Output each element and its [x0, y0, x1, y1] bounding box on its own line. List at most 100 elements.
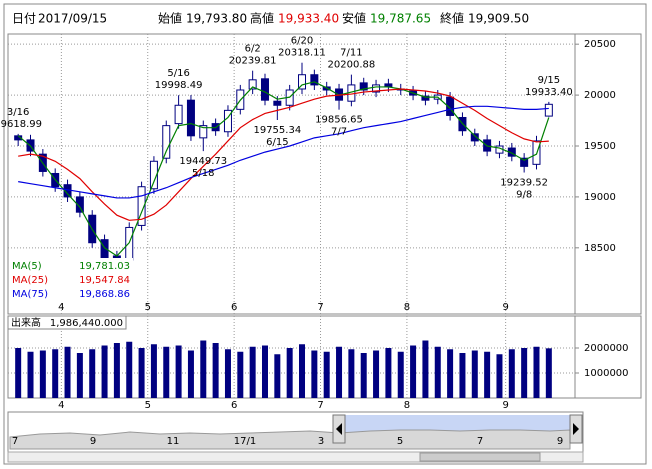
- candle-body: [421, 95, 430, 101]
- volume-bar: [299, 344, 306, 398]
- annotation-date: 9/15: [538, 75, 560, 86]
- volume-bar: [533, 346, 540, 398]
- candle-body: [446, 96, 455, 116]
- x-tick-label: 9: [502, 400, 508, 411]
- scrollbar[interactable]: [7, 451, 584, 463]
- volume-bar: [138, 348, 145, 398]
- candle-body: [310, 74, 319, 86]
- volume-bar: [163, 346, 170, 398]
- y-tick-label: 20500: [584, 39, 616, 50]
- volume-bar: [64, 346, 71, 398]
- x-tick-label: 8: [404, 400, 410, 411]
- candle-body: [470, 133, 479, 142]
- volume-bar: [27, 351, 34, 398]
- volume-bar: [126, 341, 133, 398]
- navigator-label: 9: [557, 436, 563, 447]
- volume-bar: [261, 345, 268, 398]
- y-tick-label: 2000000: [584, 343, 629, 354]
- annotation-date: 3/16: [7, 107, 29, 118]
- volume-bar: [348, 349, 355, 398]
- scroll-thumb[interactable]: [419, 452, 541, 462]
- volume-bar: [459, 353, 466, 398]
- annotation-date: 7/11: [340, 48, 362, 59]
- volume-bar: [521, 348, 528, 398]
- candle-body: [186, 99, 195, 137]
- legend-name: MA(75): [12, 289, 48, 300]
- volume-bar: [323, 351, 330, 398]
- ma-line: [18, 105, 549, 199]
- volume-bar: [150, 344, 157, 398]
- price-axis-panel: [574, 33, 642, 315]
- candle-body: [359, 82, 368, 91]
- volume-bar: [224, 349, 231, 398]
- x-tick-label: 6: [231, 302, 237, 313]
- volume-bar: [508, 349, 515, 398]
- y-tick-label: 19500: [584, 141, 616, 152]
- volume-bar: [311, 350, 318, 398]
- volume-bar: [237, 351, 244, 398]
- x-tick-label: 5: [145, 400, 151, 411]
- x-tick-label: 4: [58, 400, 64, 411]
- volume-bar: [397, 351, 404, 398]
- volume-bar: [200, 340, 207, 398]
- header-label: 日付: [12, 12, 36, 26]
- volume-axis-panel: [574, 315, 642, 399]
- volume-label: 出来高: [11, 316, 41, 329]
- volume-bar: [373, 350, 380, 398]
- volume-bar: [187, 350, 194, 398]
- header-value: 19,787.65: [370, 12, 431, 26]
- header-label: 高値: [250, 11, 274, 26]
- candle-body: [149, 160, 158, 190]
- volume-bar: [447, 349, 454, 398]
- annotation-value: 19449.73: [179, 156, 227, 167]
- navigator-label: 7: [477, 436, 483, 447]
- candle-body: [137, 186, 146, 226]
- volume-bar: [422, 340, 429, 398]
- header-value: 2017/09/15: [38, 12, 107, 26]
- candle-body: [248, 79, 257, 90]
- x-tick-label: 5: [145, 302, 151, 313]
- volume-bar: [175, 345, 182, 398]
- volume-bar: [434, 346, 441, 398]
- arrow-left: [336, 423, 342, 435]
- x-tick-label: 7: [317, 400, 323, 411]
- x-tick-label: 6: [231, 400, 237, 411]
- volume-bar: [113, 343, 120, 398]
- x-tick-label: 4: [58, 302, 64, 313]
- annotation-date: 7/7: [331, 127, 347, 138]
- annotation-value: 19239.52: [500, 178, 548, 189]
- volume-bar: [52, 349, 59, 398]
- legend-value: 19,868.86: [79, 289, 130, 300]
- navigator-label: 9: [90, 436, 96, 447]
- arrow-right: [573, 423, 579, 435]
- volume-bar: [274, 354, 281, 398]
- candle-body: [298, 74, 307, 90]
- candle-body: [162, 125, 171, 159]
- annotation-value: 19755.34: [253, 125, 301, 136]
- legend-name: MA(25): [12, 275, 48, 286]
- candle-body: [125, 226, 134, 261]
- volume-bar: [286, 348, 293, 398]
- volume-bar: [89, 349, 96, 398]
- y-tick-label: 18500: [584, 243, 616, 254]
- candle-body: [260, 78, 269, 101]
- candle-body: [273, 100, 282, 106]
- volume-bar: [471, 350, 478, 398]
- annotation-value: 19618.99: [0, 119, 42, 130]
- volume-bar: [410, 345, 417, 398]
- y-tick-label: 1000000: [584, 368, 629, 379]
- ma-line: [17, 81, 550, 257]
- volume-bar: [545, 348, 552, 398]
- volume-bar: [484, 351, 491, 398]
- annotation-value: 19998.49: [155, 80, 203, 91]
- candle-body: [544, 103, 553, 117]
- navigator-label: 7: [12, 436, 18, 447]
- candle-body: [372, 84, 381, 93]
- annotation-value: 19856.65: [315, 115, 363, 126]
- header-label: 安値: [342, 11, 366, 26]
- y-tick-label: 19000: [584, 192, 616, 203]
- candle-body: [174, 104, 183, 125]
- volume-bar: [336, 346, 343, 398]
- legend-box: [9, 258, 133, 302]
- annotation-date: 5/18: [192, 168, 214, 179]
